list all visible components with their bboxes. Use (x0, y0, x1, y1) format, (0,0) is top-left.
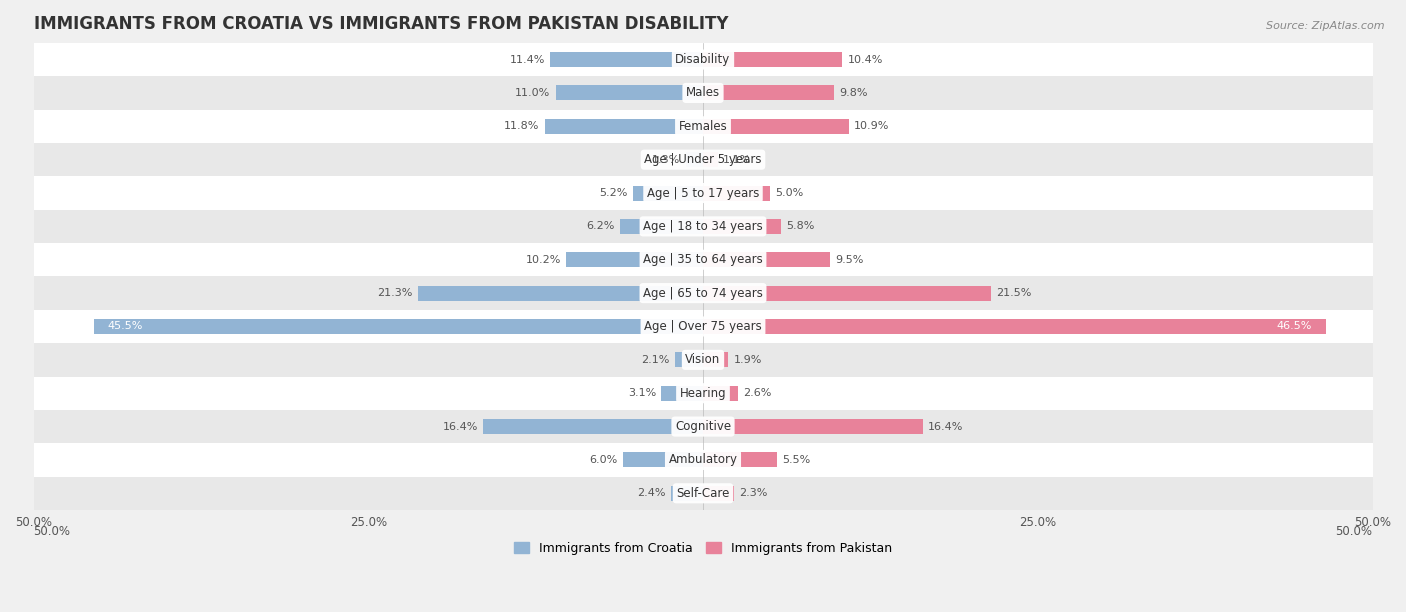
Bar (633, 185, 703, 201)
Bar (703, 286, 991, 300)
Bar (671, 486, 703, 501)
Bar (661, 386, 703, 401)
Bar (34, 343, 1372, 376)
Bar (34, 43, 1372, 76)
Bar (418, 286, 703, 300)
Text: Females: Females (679, 120, 727, 133)
Text: 2.6%: 2.6% (744, 388, 772, 398)
Bar (703, 386, 738, 401)
Text: Ambulatory: Ambulatory (668, 453, 738, 466)
Bar (34, 110, 1372, 143)
Bar (34, 310, 1372, 343)
Text: 21.5%: 21.5% (997, 288, 1032, 298)
Text: Males: Males (686, 86, 720, 99)
Text: IMMIGRANTS FROM CROATIA VS IMMIGRANTS FROM PAKISTAN DISABILITY: IMMIGRANTS FROM CROATIA VS IMMIGRANTS FR… (34, 15, 728, 33)
Text: Age | 18 to 34 years: Age | 18 to 34 years (643, 220, 763, 233)
Text: 11.0%: 11.0% (515, 88, 550, 98)
Text: 10.2%: 10.2% (526, 255, 561, 265)
Text: 21.3%: 21.3% (377, 288, 412, 298)
Bar (703, 219, 780, 234)
Bar (703, 252, 830, 267)
Bar (34, 410, 1372, 443)
Bar (675, 353, 703, 367)
Bar (703, 52, 842, 67)
Legend: Immigrants from Croatia, Immigrants from Pakistan: Immigrants from Croatia, Immigrants from… (509, 537, 897, 560)
Text: Source: ZipAtlas.com: Source: ZipAtlas.com (1267, 21, 1385, 31)
Text: Cognitive: Cognitive (675, 420, 731, 433)
Text: 16.4%: 16.4% (443, 422, 478, 431)
Text: 5.5%: 5.5% (782, 455, 810, 465)
Bar (703, 419, 922, 434)
Bar (567, 252, 703, 267)
Text: 2.4%: 2.4% (637, 488, 665, 498)
Text: 46.5%: 46.5% (1277, 321, 1312, 332)
Bar (34, 210, 1372, 243)
Bar (34, 176, 1372, 210)
Text: 3.1%: 3.1% (628, 388, 657, 398)
Text: 5.8%: 5.8% (786, 222, 814, 231)
Bar (34, 76, 1372, 110)
Text: Self-Care: Self-Care (676, 487, 730, 500)
Text: 1.1%: 1.1% (723, 155, 751, 165)
Bar (555, 86, 703, 100)
Text: 5.2%: 5.2% (599, 188, 628, 198)
Bar (703, 486, 734, 501)
Text: Vision: Vision (685, 353, 721, 367)
Bar (34, 243, 1372, 277)
Bar (34, 143, 1372, 176)
Text: 9.5%: 9.5% (835, 255, 863, 265)
Bar (703, 119, 849, 134)
Text: 10.9%: 10.9% (855, 121, 890, 132)
Bar (34, 477, 1372, 510)
Bar (703, 185, 770, 201)
Text: Age | Under 5 years: Age | Under 5 years (644, 153, 762, 166)
Text: 9.8%: 9.8% (839, 88, 868, 98)
Bar (686, 152, 703, 167)
Text: Age | 35 to 64 years: Age | 35 to 64 years (643, 253, 763, 266)
Text: 45.5%: 45.5% (107, 321, 142, 332)
Text: 1.9%: 1.9% (734, 355, 762, 365)
Bar (94, 319, 703, 334)
Text: 11.8%: 11.8% (505, 121, 540, 132)
Bar (34, 376, 1372, 410)
Bar (703, 152, 717, 167)
Text: 2.3%: 2.3% (740, 488, 768, 498)
Bar (34, 443, 1372, 477)
Text: 6.2%: 6.2% (586, 222, 614, 231)
Bar (550, 52, 703, 67)
Bar (484, 419, 703, 434)
Bar (703, 86, 834, 100)
Bar (703, 353, 728, 367)
Bar (34, 277, 1372, 310)
Text: 11.4%: 11.4% (509, 54, 546, 65)
Text: 50.0%: 50.0% (1336, 525, 1372, 538)
Text: 2.1%: 2.1% (641, 355, 669, 365)
Bar (703, 319, 1326, 334)
Text: Disability: Disability (675, 53, 731, 66)
Bar (703, 452, 776, 468)
Text: 16.4%: 16.4% (928, 422, 963, 431)
Text: Hearing: Hearing (679, 387, 727, 400)
Text: 6.0%: 6.0% (589, 455, 617, 465)
Text: Age | 5 to 17 years: Age | 5 to 17 years (647, 187, 759, 200)
Text: 50.0%: 50.0% (34, 525, 70, 538)
Bar (546, 119, 703, 134)
Text: Age | Over 75 years: Age | Over 75 years (644, 320, 762, 333)
Text: Age | 65 to 74 years: Age | 65 to 74 years (643, 286, 763, 300)
Bar (620, 219, 703, 234)
Bar (623, 452, 703, 468)
Text: 1.3%: 1.3% (652, 155, 681, 165)
Text: 5.0%: 5.0% (775, 188, 804, 198)
Text: 10.4%: 10.4% (848, 54, 883, 65)
